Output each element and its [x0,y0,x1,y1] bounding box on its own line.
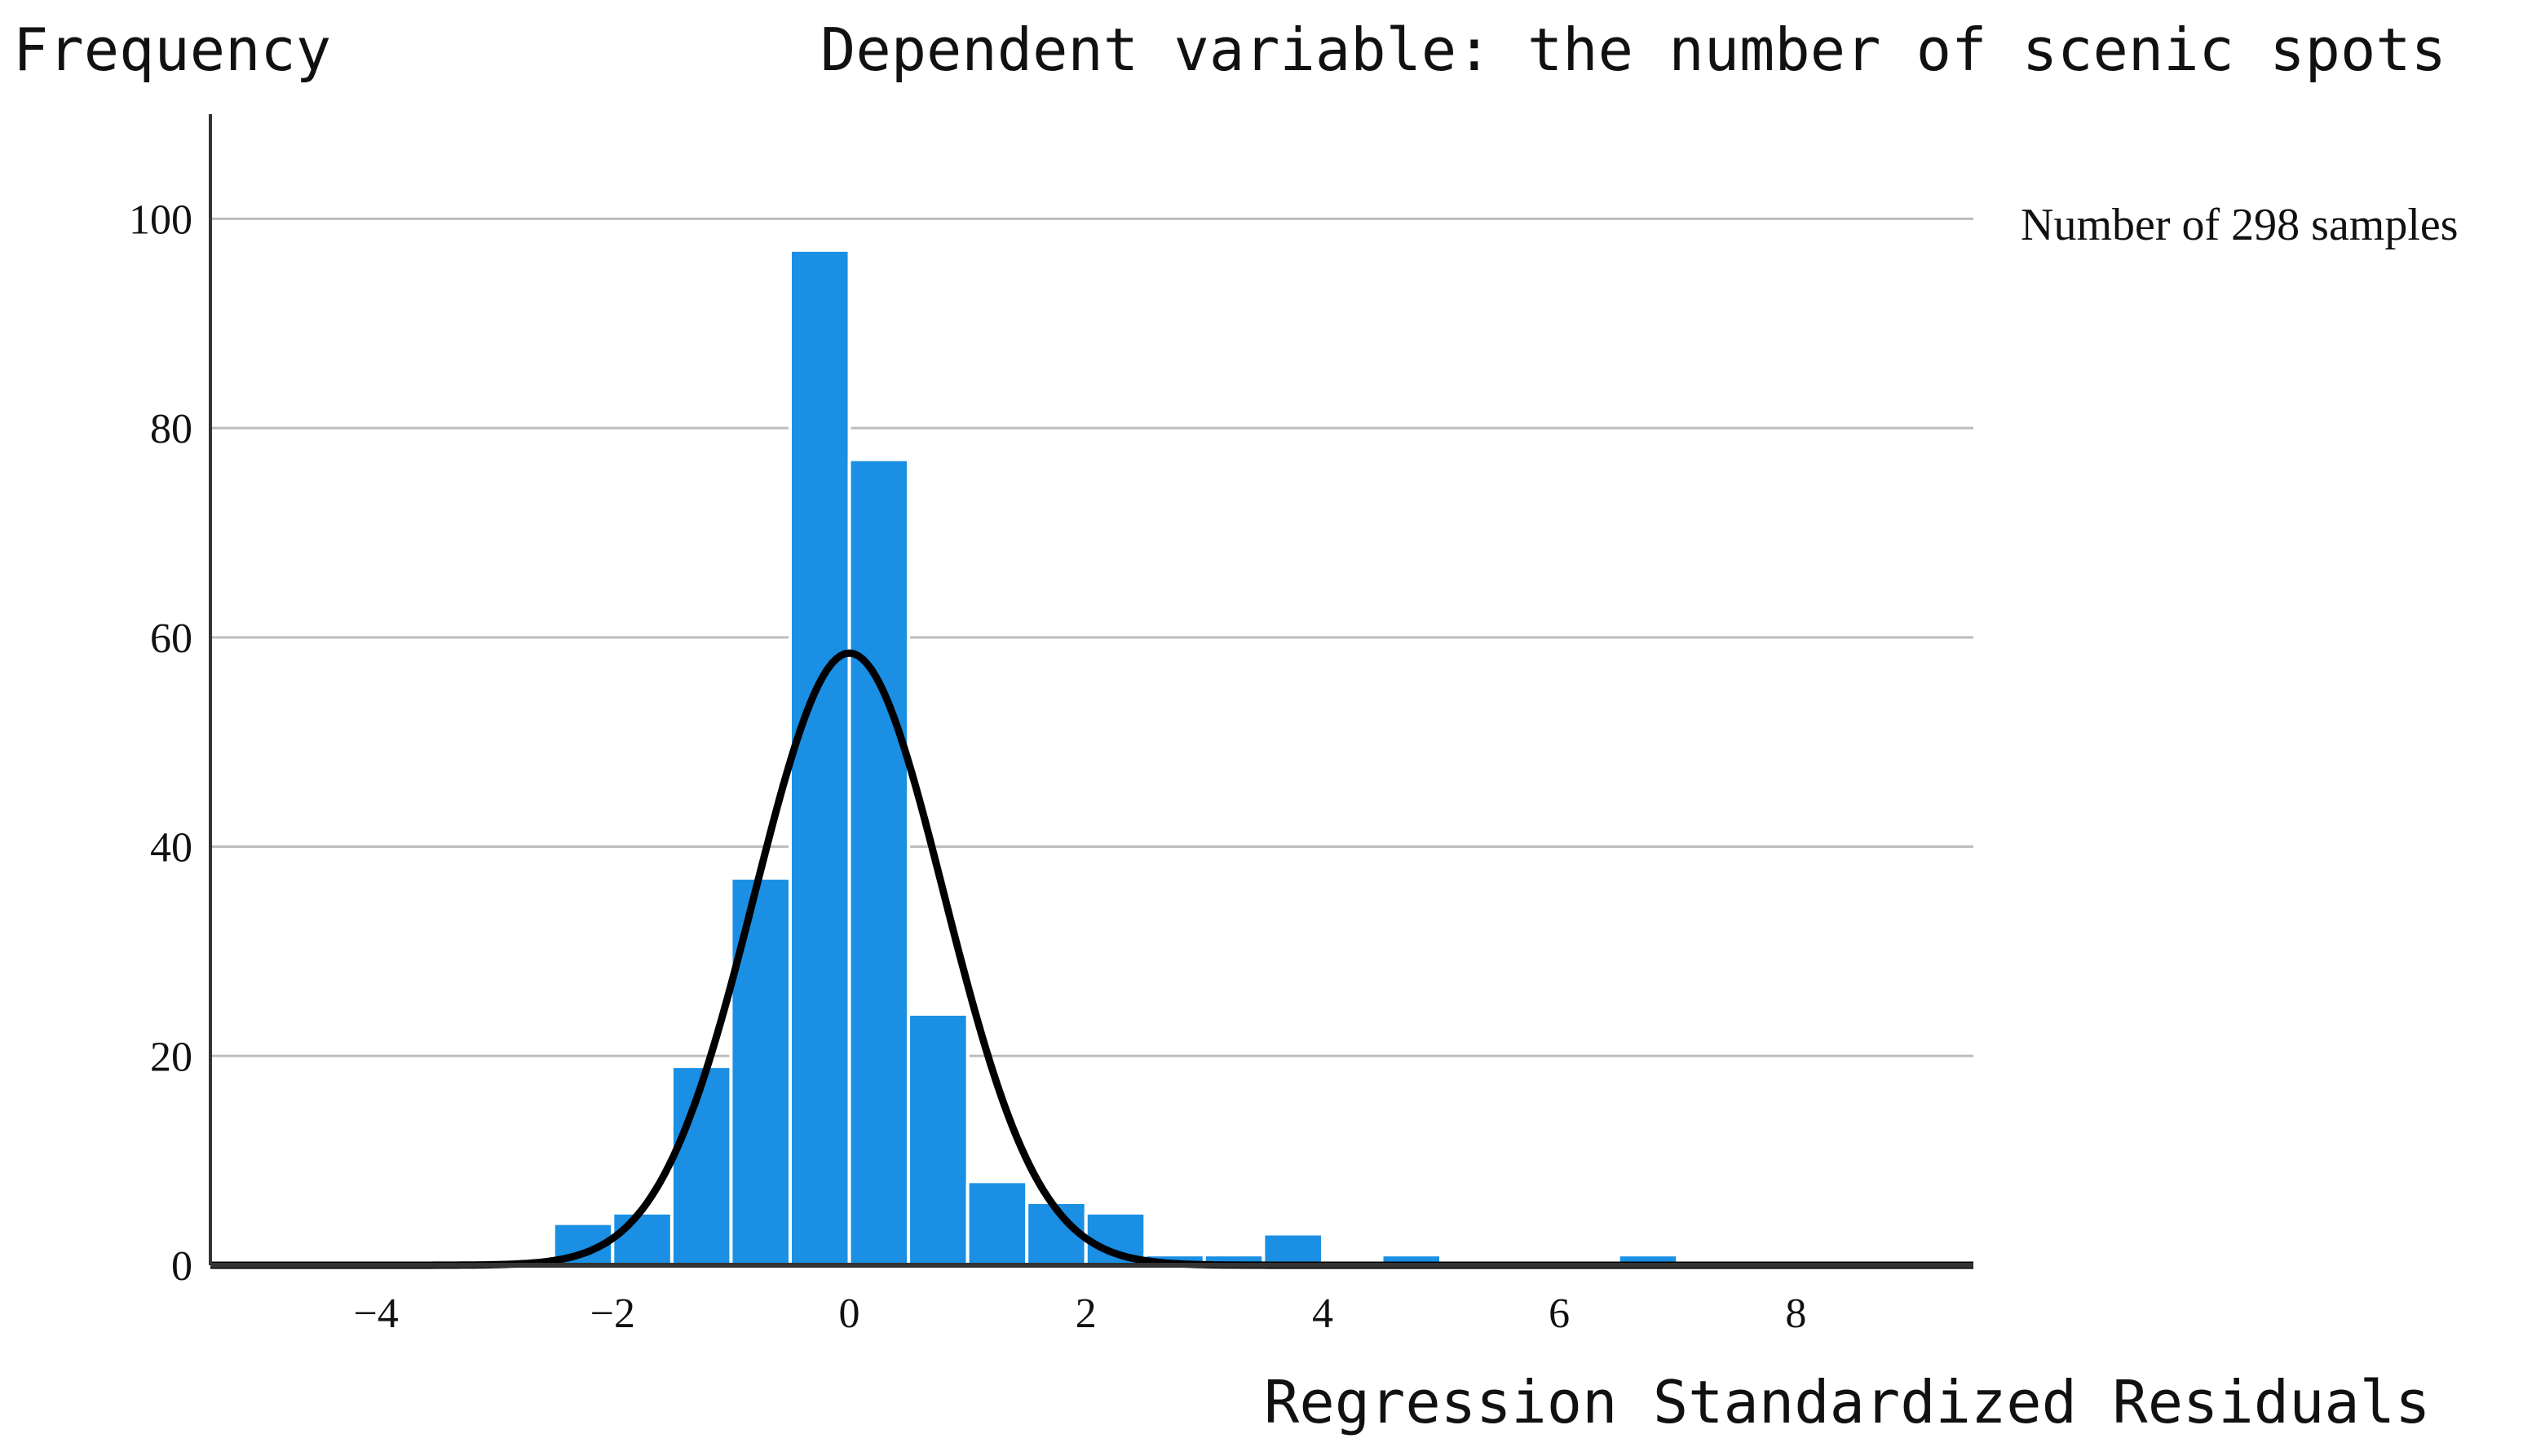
chart-title: Dependent variable: the number of scenic… [820,15,2446,84]
y-axis-label: Frequency [13,15,331,84]
x-tick-label: 4 [1312,1291,1333,1337]
sample-count-annotation: Number of 298 samples [2021,200,2459,250]
y-tick-label: 80 [150,406,192,452]
histogram-bar [611,1211,674,1268]
histogram-bar [788,248,851,1268]
histogram-bar [907,1012,970,1267]
histogram-bar [1261,1232,1324,1268]
x-tick-label: 8 [1785,1291,1806,1337]
y-tick-label: 0 [171,1243,192,1290]
x-axis-label: Regression Standardized Residuals [1264,1368,2430,1436]
normal-curve-layer [210,649,1973,1269]
x-tick-label: 2 [1076,1291,1097,1337]
y-tick-label: 60 [150,615,192,662]
histogram-bars [551,248,1680,1268]
y-tick-label: 100 [129,196,192,243]
normal-curve [210,649,1973,1269]
y-tick-labels: 0 20 40 60 80 100 [129,196,192,1290]
x-tick-label: −2 [590,1291,635,1337]
axes [209,114,1973,1268]
histogram-bar [965,1180,1029,1267]
x-tick-labels: −4 −2 0 2 4 6 8 [353,1291,1806,1337]
histogram-bar [669,1065,733,1268]
histogram-bar [729,876,792,1268]
x-tick-label: 0 [839,1291,860,1337]
x-tick-label: −4 [353,1291,398,1337]
gridlines [210,217,1973,1057]
histogram-bar [847,457,911,1267]
y-tick-label: 20 [150,1034,192,1080]
y-tick-label: 40 [150,825,192,871]
x-tick-label: 6 [1549,1291,1570,1337]
